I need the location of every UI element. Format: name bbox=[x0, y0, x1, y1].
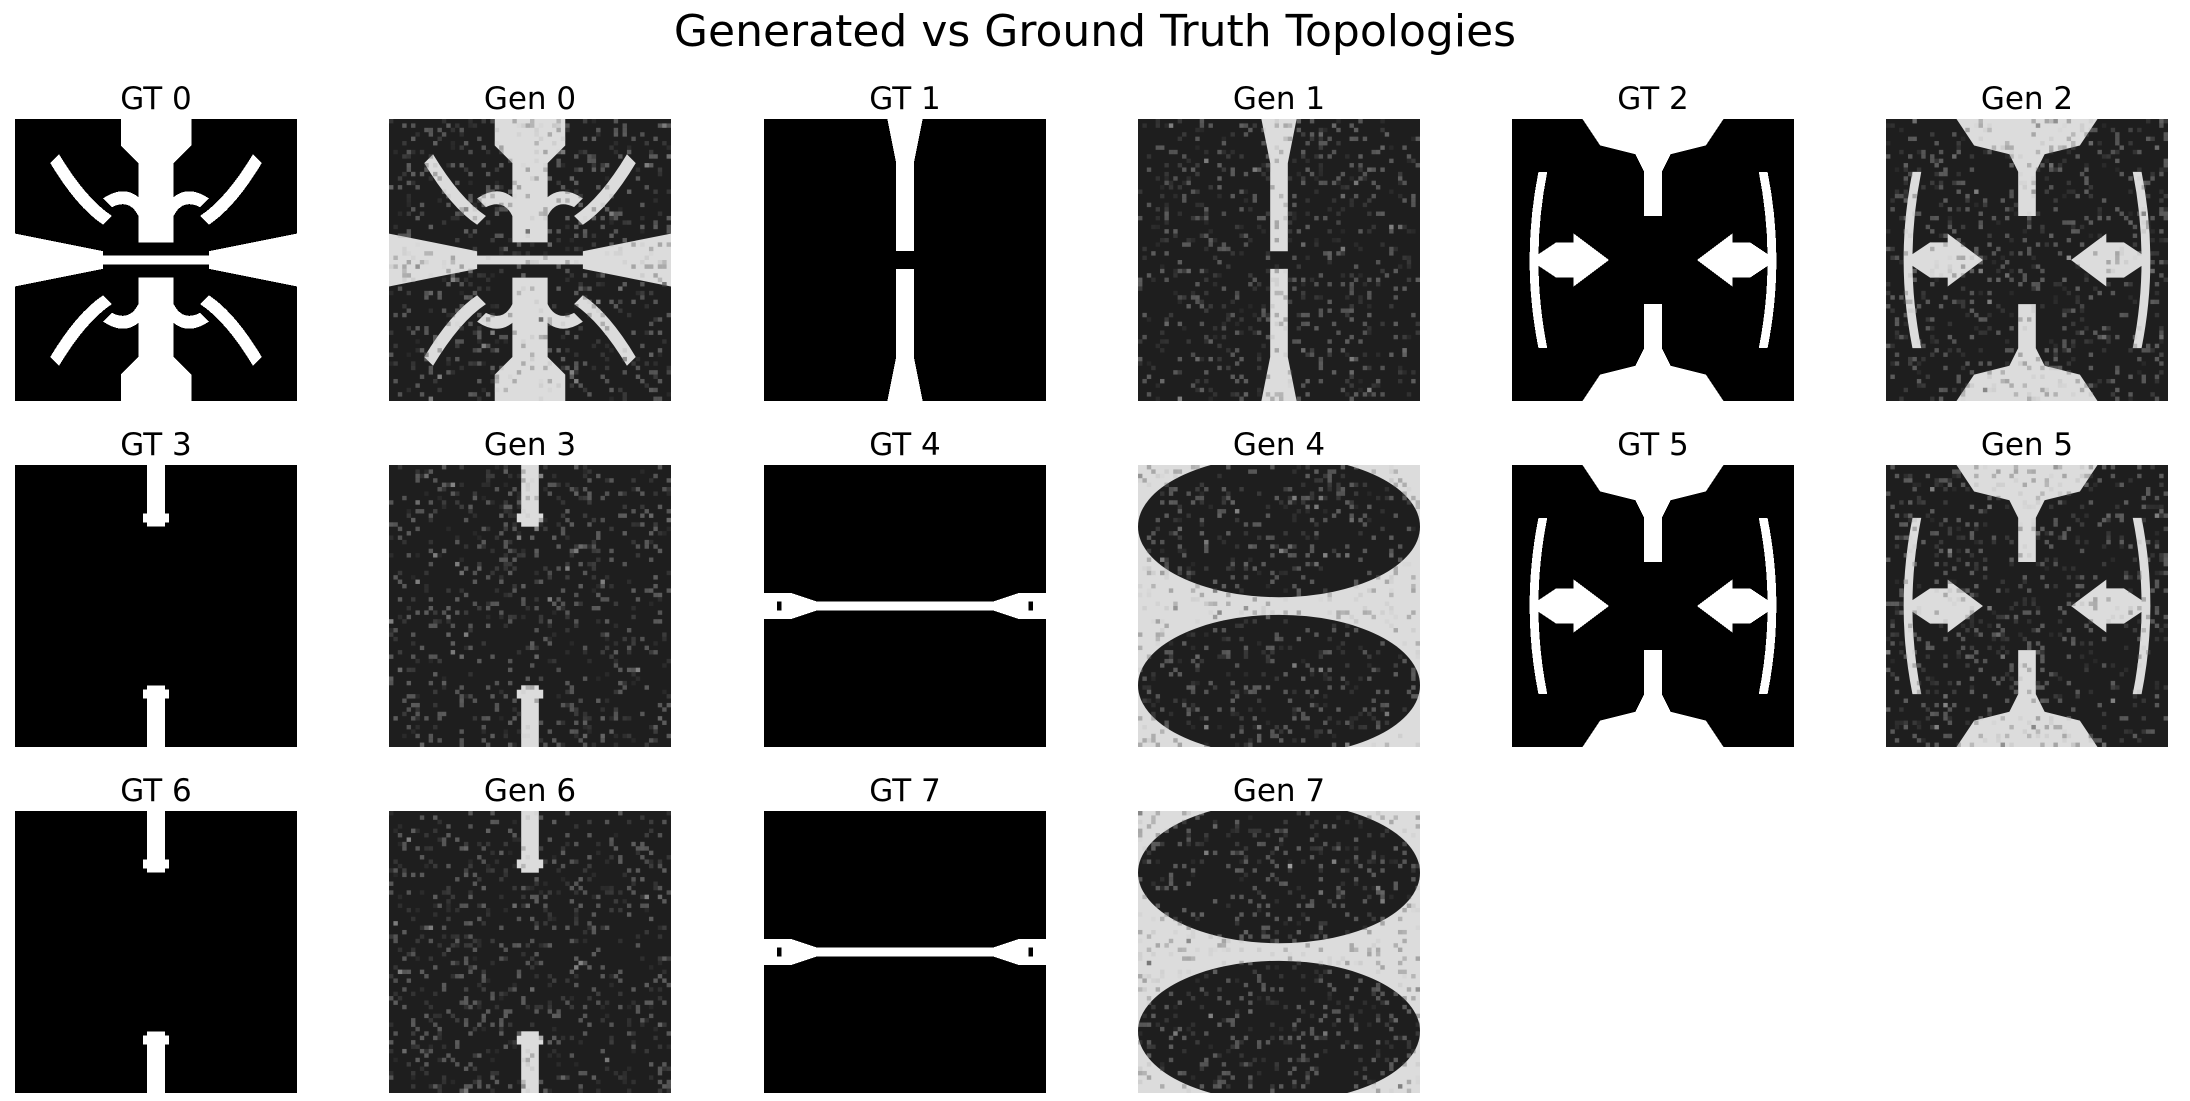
panel-title: Gen 1 bbox=[1232, 81, 1326, 117]
panel-gen-2: Gen 2 bbox=[1886, 79, 2168, 401]
panel-gt-2: GT 2 bbox=[1512, 79, 1794, 401]
topology-image bbox=[764, 811, 1046, 1093]
panel-title: GT 7 bbox=[869, 773, 941, 809]
topology-image bbox=[1886, 465, 2168, 747]
panel-gen-6: Gen 6 bbox=[389, 771, 671, 1093]
topology-image bbox=[1512, 465, 1794, 747]
panel-title: Gen 5 bbox=[1980, 427, 2074, 463]
topology-image bbox=[1512, 119, 1794, 401]
topology-image bbox=[15, 811, 297, 1093]
panel-title: Gen 3 bbox=[483, 427, 577, 463]
topology-image bbox=[389, 119, 671, 401]
panel-title: Gen 4 bbox=[1232, 427, 1326, 463]
panel-gen-5: Gen 5 bbox=[1886, 425, 2168, 747]
panel-title: GT 5 bbox=[1617, 427, 1689, 463]
panel-gen-4: Gen 4 bbox=[1138, 425, 1420, 747]
panel-gt-5: GT 5 bbox=[1512, 425, 1794, 747]
panel-gen-7: Gen 7 bbox=[1138, 771, 1420, 1093]
panel-title: Gen 7 bbox=[1232, 773, 1326, 809]
topology-image bbox=[764, 465, 1046, 747]
topology-image bbox=[15, 465, 297, 747]
panel-title: GT 6 bbox=[120, 773, 192, 809]
topology-image bbox=[1138, 465, 1420, 747]
figure-title: Generated vs Ground Truth Topologies bbox=[673, 6, 1517, 57]
panel-title: Gen 6 bbox=[483, 773, 577, 809]
panel-gen-0: Gen 0 bbox=[389, 79, 671, 401]
topology-image bbox=[1138, 119, 1420, 401]
panel-title: GT 2 bbox=[1617, 81, 1689, 117]
panel-title: GT 4 bbox=[869, 427, 941, 463]
topology-image bbox=[389, 465, 671, 747]
topology-image bbox=[1138, 811, 1420, 1093]
panel-title: GT 0 bbox=[120, 81, 192, 117]
panel-gen-3: Gen 3 bbox=[389, 425, 671, 747]
topology-image bbox=[389, 811, 671, 1093]
panel-title: Gen 2 bbox=[1980, 81, 2074, 117]
topology-image bbox=[15, 119, 297, 401]
panel-gt-4: GT 4 bbox=[764, 425, 1046, 747]
panel-gt-7: GT 7 bbox=[764, 771, 1046, 1093]
topology-image bbox=[1886, 119, 2168, 401]
panel-gt-3: GT 3 bbox=[15, 425, 297, 747]
panel-title: GT 3 bbox=[120, 427, 192, 463]
panel-gt-1: GT 1 bbox=[764, 79, 1046, 401]
panel-title: GT 1 bbox=[869, 81, 941, 117]
panel-gt-6: GT 6 bbox=[15, 771, 297, 1093]
topology-image bbox=[764, 119, 1046, 401]
panel-title: Gen 0 bbox=[483, 81, 577, 117]
panel-gt-0: GT 0 bbox=[15, 79, 297, 401]
panel-gen-1: Gen 1 bbox=[1138, 79, 1420, 401]
